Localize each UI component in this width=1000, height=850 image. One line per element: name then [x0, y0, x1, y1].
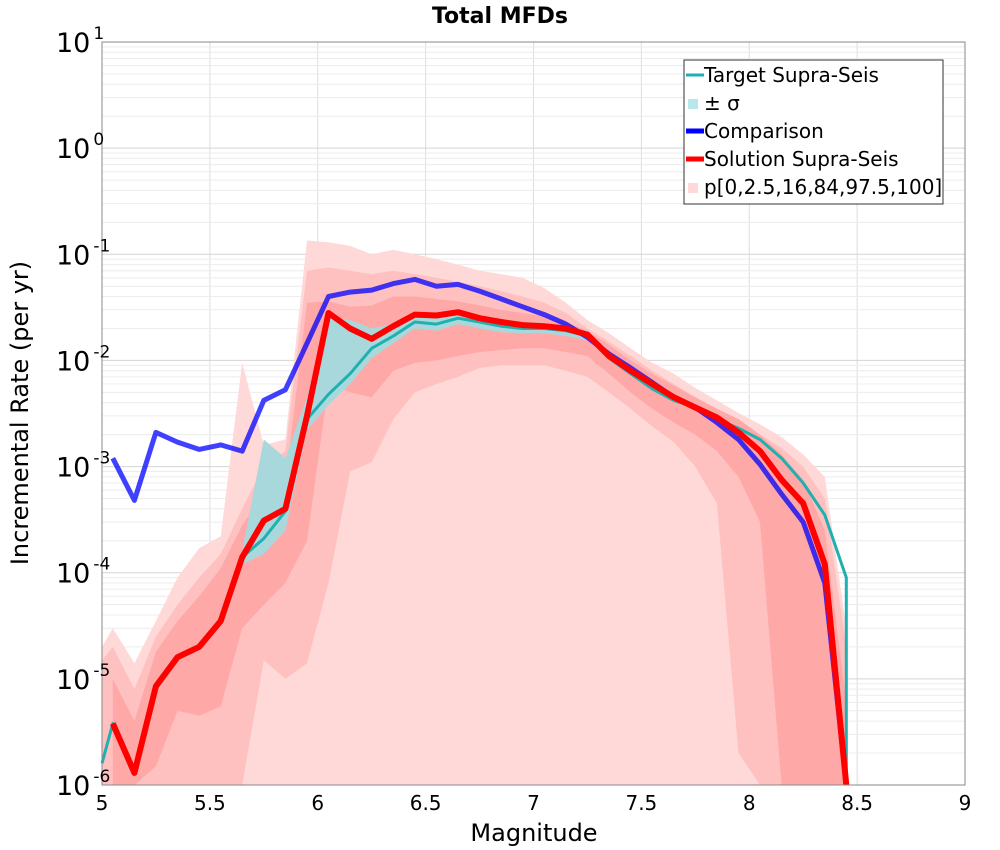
- y-tick-label: 10 -6: [56, 767, 110, 802]
- x-tick-label: 8.5: [841, 791, 873, 815]
- x-tick-label: 5.5: [194, 791, 226, 815]
- legend-label: Comparison: [704, 119, 824, 143]
- y-tick-label: 10 0: [56, 130, 104, 165]
- x-tick-label: 7: [527, 791, 540, 815]
- plot-frame: [101, 41, 966, 786]
- x-tick-label: 9: [959, 791, 972, 815]
- x-axis-ticks: 5 5.5 6 6.5 7 7.5 8 8.5 9: [96, 791, 972, 815]
- legend: Target Supra-Seis ± σ Comparison Solution S…: [683, 59, 944, 205]
- series-line-solution-supra-seis: [110, 309, 850, 786]
- legend-label: Target Supra-Seis: [703, 63, 879, 87]
- x-tick-label: 7.5: [625, 791, 657, 815]
- y-tick-label: 10 -3: [56, 449, 110, 484]
- band-p-16-84-: [112, 296, 847, 785]
- x-axis-label: Magnitude: [470, 819, 597, 847]
- y-tick-label: 10 -1: [56, 236, 110, 271]
- legend-label: Solution Supra-Seis: [704, 147, 899, 171]
- y-tick-label: 10 -5: [56, 661, 110, 696]
- legend-swatch: [688, 183, 698, 193]
- x-tick-label: 6.5: [410, 791, 442, 815]
- series-lines: [100, 276, 850, 786]
- series-line-comparison: [110, 276, 849, 786]
- x-tick-label: 8: [743, 791, 756, 815]
- legend-box: [683, 59, 944, 205]
- legend-label: p[0,2.5,16,84,97.5,100]: [704, 175, 942, 199]
- legend-label: ± σ: [704, 91, 740, 115]
- y-tick-label: 10 1: [56, 24, 104, 59]
- y-axis-label: Incremental Rate (per yr): [6, 261, 34, 565]
- y-tick-label: 10 -2: [56, 342, 110, 377]
- x-tick-label: 6: [311, 791, 324, 815]
- band--: [242, 311, 588, 565]
- legend-swatch: [688, 99, 698, 109]
- percentile-bands: [102, 240, 847, 785]
- x-tick-label: 5: [96, 791, 109, 815]
- chart-title: Total MFDs: [432, 4, 568, 29]
- y-tick-label: 10 -4: [56, 555, 110, 590]
